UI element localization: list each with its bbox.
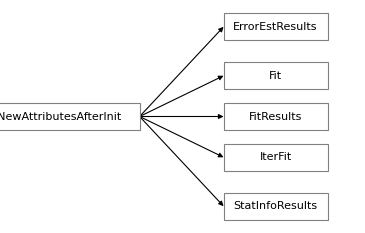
Text: StatInfoResults: StatInfoResults <box>234 201 318 211</box>
FancyBboxPatch shape <box>223 62 328 89</box>
FancyBboxPatch shape <box>223 103 328 130</box>
FancyBboxPatch shape <box>223 193 328 219</box>
FancyBboxPatch shape <box>223 13 328 40</box>
FancyBboxPatch shape <box>0 103 139 130</box>
Text: NoNewAttributesAfterInit: NoNewAttributesAfterInit <box>0 112 123 121</box>
Text: Fit: Fit <box>269 71 282 81</box>
FancyBboxPatch shape <box>223 144 328 171</box>
Text: IterFit: IterFit <box>260 152 292 162</box>
Text: FitResults: FitResults <box>249 112 302 121</box>
Text: ErrorEstResults: ErrorEstResults <box>233 22 318 32</box>
